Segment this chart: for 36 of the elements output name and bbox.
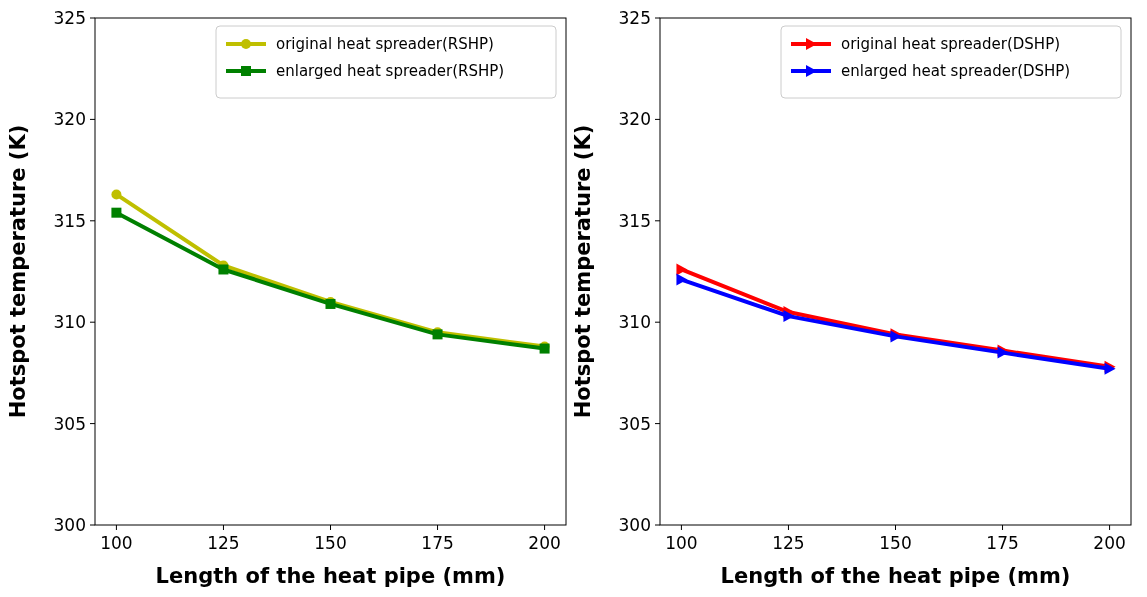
y-tick-label: 305 [53,413,86,434]
y-tick-label: 310 [53,312,86,333]
point [111,189,122,200]
x-tick-label: 150 [879,533,912,553]
y-tick-label: 305 [618,413,651,434]
x-tick-label: 125 [207,533,240,553]
y-tick-label: 300 [53,515,86,535]
point [218,264,229,275]
point [783,310,795,323]
y-tick-label: 315 [53,210,86,231]
y-tick-label: 310 [618,312,651,333]
y-axis-title: Hotspot temperature (K) [6,124,30,419]
x-tick-label: 200 [528,533,561,553]
y-tick-label: 320 [53,109,86,130]
y-tick-label: 325 [618,8,651,28]
x-tick-label: 175 [421,533,454,553]
y-tick-label: 325 [53,8,86,28]
x-tick-label: 200 [1093,533,1126,553]
legend-label: original heat spreader(RSHP) [276,35,494,53]
point [676,273,688,286]
x-tick-label: 125 [772,533,805,553]
legend-label: original heat spreader(DSHP) [841,35,1061,53]
x-tick-label: 100 [665,533,698,553]
y-axis-title: Hotspot temperature (K) [571,124,595,419]
y-tick-label: 320 [618,109,651,130]
x-tick-label: 100 [100,533,133,553]
x-tick-label: 175 [986,533,1019,553]
x-tick-label: 150 [314,533,347,553]
y-tick-label: 300 [618,515,651,535]
x-axis-title: Length of the heat pipe (mm) [155,564,506,588]
point [111,207,122,218]
legend-label: enlarged heat spreader(DSHP) [841,62,1071,80]
point [676,263,688,276]
legend-label: enlarged heat spreader(RSHP) [276,62,505,80]
x-axis-title: Length of the heat pipe (mm) [720,564,1071,588]
y-tick-label: 315 [618,210,651,231]
